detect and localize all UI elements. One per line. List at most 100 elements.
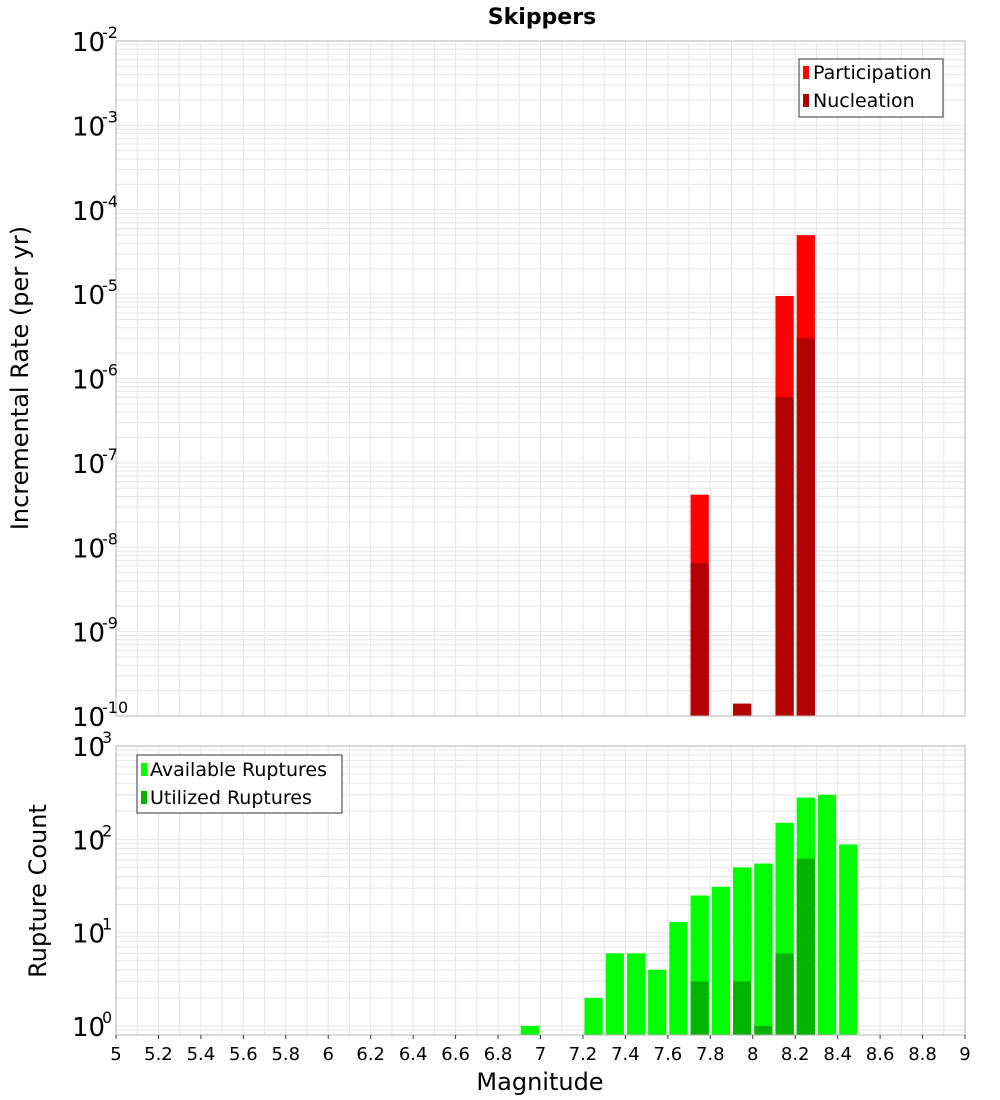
count-y-tick-exponent: 0: [102, 1008, 112, 1027]
count-y-tick-base: 10: [72, 920, 105, 950]
count-y-tick-base: 10: [72, 733, 105, 763]
rate-y-tick-exponent: -9: [102, 614, 118, 633]
x-tick-label: 7: [535, 1044, 546, 1065]
nucleation-legend-swatch: [803, 94, 809, 107]
x-tick-label: 7.8: [696, 1044, 725, 1065]
rate-y-tick-base: 10: [72, 28, 105, 58]
rate-legend-box: [798, 58, 944, 118]
rate-y-tick-label: 10-5: [72, 276, 118, 311]
nucleation-legend-label: Nucleation: [813, 90, 915, 112]
rate-y-tick-exponent: -3: [102, 107, 118, 126]
x-tick-label: 8: [747, 1044, 758, 1065]
utilized-bar: [754, 1025, 773, 1035]
rate-y-tick-exponent: -8: [102, 529, 118, 548]
count-y-tick-base: 10: [72, 1013, 105, 1043]
available-legend-label: Available Ruptures: [150, 759, 327, 781]
x-tick-label: 9: [959, 1044, 970, 1065]
available-legend-swatch: [141, 763, 147, 776]
rate-y-tick-base: 10: [72, 366, 105, 396]
available-bar: [626, 953, 646, 1035]
rate-y-tick-label: 10-7: [72, 445, 118, 480]
rate-y-tick-exponent: -7: [102, 445, 118, 464]
available-bar: [605, 953, 624, 1035]
rate-y-tick-base: 10: [72, 703, 105, 733]
count-legend-box: [136, 754, 343, 814]
rate-y-axis-label: Incremental Rate (per yr): [6, 226, 34, 530]
count-legend: Available Ruptures Utilized Ruptures: [136, 754, 343, 814]
nucleation-bar: [690, 563, 709, 716]
available-bar: [817, 794, 837, 1035]
x-tick-label: 5: [110, 1044, 121, 1065]
available-bar: [584, 997, 603, 1035]
count-y-tick-label: 101: [72, 915, 112, 950]
rate-y-tick-exponent: -10: [102, 698, 128, 717]
x-tick-label: 6.2: [356, 1044, 385, 1065]
x-tick-label: 8.2: [781, 1044, 810, 1065]
rate-y-tick-exponent: -4: [102, 192, 118, 211]
rate-grid: [115, 40, 966, 717]
rate-y-tick-label: 10-9: [72, 614, 118, 649]
available-bar: [669, 922, 688, 1035]
available-bar: [520, 1025, 539, 1035]
x-tick-label: 6.8: [484, 1044, 513, 1065]
rate-y-tick-base: 10: [72, 281, 105, 311]
rate-y-tick-base: 10: [72, 112, 105, 142]
x-tick-label: 6.6: [441, 1044, 470, 1065]
utilized-legend-swatch: [141, 791, 147, 804]
rate-y-tick-base: 10: [72, 197, 105, 227]
rate-y-ticks: 10-210-310-410-510-610-710-810-910-10: [72, 23, 128, 733]
count-y-tick-exponent: 2: [102, 821, 112, 840]
x-tick-label: 5.4: [187, 1044, 216, 1065]
rate-y-tick-label: 10-10: [72, 698, 128, 733]
x-tick-label: 5.8: [271, 1044, 300, 1065]
x-tick-label: 8.4: [823, 1044, 852, 1065]
count-y-tick-label: 100: [72, 1008, 112, 1043]
rate-y-tick-label: 10-3: [72, 107, 118, 142]
count-y-tick-exponent: 3: [102, 728, 112, 747]
magnitude-x-ticks: 5 5.2 5.4 5.6 5.8 6 6.2 6.4 6.6 6.8 7 7.2 7.4 7.6 7.8 8…: [110, 1035, 971, 1065]
x-tick-label: 6.4: [399, 1044, 428, 1065]
rate-plot-frame: [115, 40, 966, 717]
rate-y-tick-label: 10-6: [72, 361, 118, 396]
available-bar: [648, 969, 667, 1035]
available-bar: [839, 844, 858, 1035]
x-tick-label: 7.4: [611, 1044, 640, 1065]
count-y-tick-label: 102: [72, 821, 112, 856]
x-axis-label: Magnitude: [476, 1068, 603, 1096]
rate-legend: Participation Nucleation: [798, 58, 944, 118]
rate-y-tick-exponent: -2: [102, 23, 118, 42]
rate-y-tick-label: 10-4: [72, 192, 118, 227]
x-tick-label: 8.6: [866, 1044, 895, 1065]
rate-y-tick-base: 10: [72, 450, 105, 480]
chart-title: Skippers: [488, 5, 596, 30]
nucleation-bar: [796, 338, 815, 716]
available-bar: [711, 886, 731, 1035]
count-bars: [520, 794, 858, 1035]
nucleation-bar: [775, 397, 794, 716]
x-tick-label: 7.6: [654, 1044, 683, 1065]
count-y-tick-exponent: 1: [102, 915, 112, 934]
rate-bars: [690, 235, 815, 716]
utilized-bar: [796, 858, 815, 1035]
rate-y-tick-label: 10-8: [72, 529, 118, 564]
count-y-tick-label: 103: [72, 728, 112, 763]
utilized-bar: [775, 953, 794, 1035]
available-bar: [754, 863, 773, 1035]
count-y-axis-label: Rupture Count: [24, 804, 52, 978]
x-tick-label: 5.2: [144, 1044, 173, 1065]
participation-legend-label: Participation: [813, 62, 932, 84]
utilized-bar: [690, 981, 709, 1035]
rate-y-tick-label: 10-2: [72, 23, 118, 58]
participation-legend-swatch: [803, 66, 809, 79]
x-tick-label: 5.6: [229, 1044, 258, 1065]
x-tick-label: 8.8: [908, 1044, 937, 1065]
count-y-tick-base: 10: [72, 826, 105, 856]
rate-y-tick-exponent: -5: [102, 276, 118, 295]
x-tick-label: 7.2: [569, 1044, 598, 1065]
rate-y-tick-base: 10: [72, 619, 105, 649]
utilized-bar: [733, 981, 752, 1035]
nucleation-bar: [733, 703, 752, 716]
x-tick-label: 6: [323, 1044, 334, 1065]
